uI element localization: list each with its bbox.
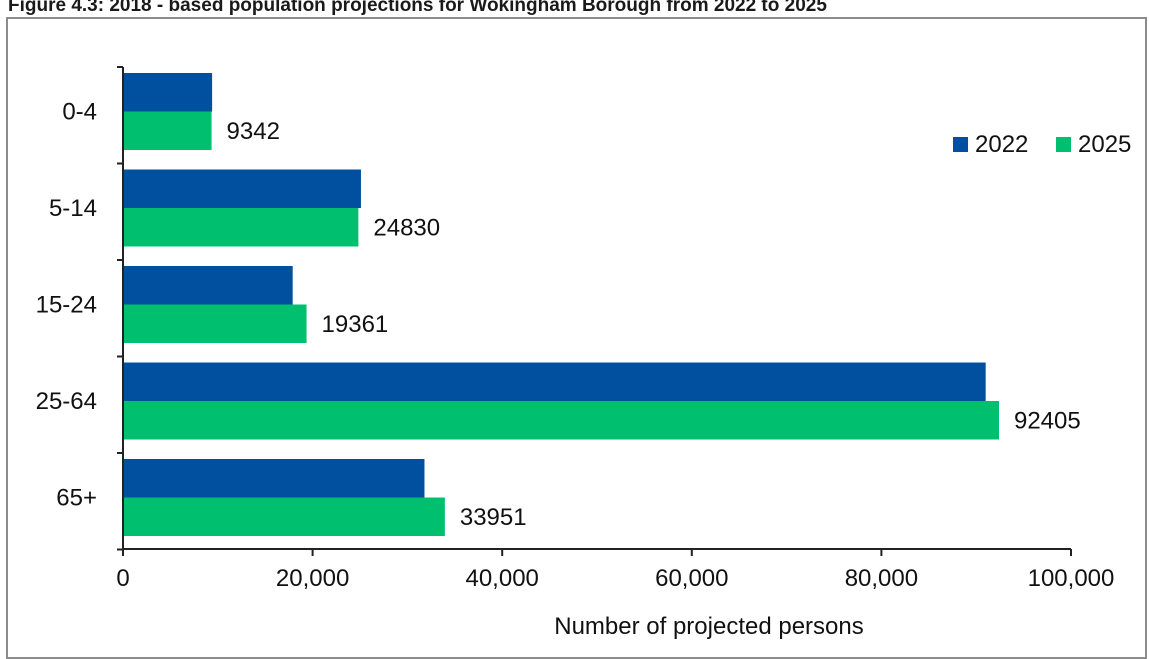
legend-swatch-2022 bbox=[953, 137, 968, 152]
bar-2025-15-24 bbox=[123, 304, 307, 343]
bar-2022-15-24 bbox=[123, 266, 293, 305]
data-label-0-4: 9342 bbox=[227, 118, 280, 145]
bar-2025-65 bbox=[123, 497, 445, 536]
y-tick-label-5-14: 5-14 bbox=[49, 195, 97, 222]
x-tick-label-80-000: 80,000 bbox=[845, 565, 918, 592]
bar-2022-65 bbox=[123, 459, 425, 498]
bar-2025-0-4 bbox=[123, 111, 212, 150]
x-tick-label-20-000: 20,000 bbox=[276, 565, 349, 592]
bar-2022-5-14 bbox=[123, 169, 361, 208]
y-tick-label-65: 65+ bbox=[56, 485, 97, 512]
bar-2022-25-64 bbox=[123, 362, 986, 401]
data-label-15-24: 19361 bbox=[322, 311, 389, 338]
legend-swatch-2025 bbox=[1056, 137, 1071, 152]
data-label-5-14: 24830 bbox=[373, 214, 440, 241]
data-labels-group: 9342 24830 19361 92405 33951 bbox=[227, 118, 1081, 531]
x-tick-label-60-000: 60,000 bbox=[655, 565, 728, 592]
x-tick-label-40-000: 40,000 bbox=[465, 565, 538, 592]
y-tick-label-25-64: 25-64 bbox=[36, 388, 97, 415]
x-tick-label-0: 0 bbox=[116, 565, 129, 592]
legend-label-2025: 2025 bbox=[1078, 131, 1131, 158]
bar-2025-5-14 bbox=[123, 208, 359, 247]
legend: 2022 2025 bbox=[953, 131, 1131, 158]
data-label-25-64: 92405 bbox=[1014, 407, 1081, 434]
x-axis-title: Number of projected persons bbox=[554, 613, 864, 640]
chart-title: Figure 4.3: 2018 - based population proj… bbox=[8, 0, 827, 16]
y-tick-label-0-4: 0-4 bbox=[62, 99, 97, 126]
axes-group: 0-4 5-14 15-24 25-64 65+ 0 20,000 40,000 60,000 8… bbox=[36, 66, 1115, 592]
x-tick-label-100-000: 100,000 bbox=[1028, 565, 1115, 592]
bars-group bbox=[123, 73, 999, 536]
bar-2022-0-4 bbox=[123, 73, 213, 112]
y-tick-label-15-24: 15-24 bbox=[36, 292, 97, 319]
legend-label-2022: 2022 bbox=[975, 131, 1028, 158]
bar-2025-25-64 bbox=[123, 401, 999, 440]
data-label-65: 33951 bbox=[460, 504, 527, 531]
